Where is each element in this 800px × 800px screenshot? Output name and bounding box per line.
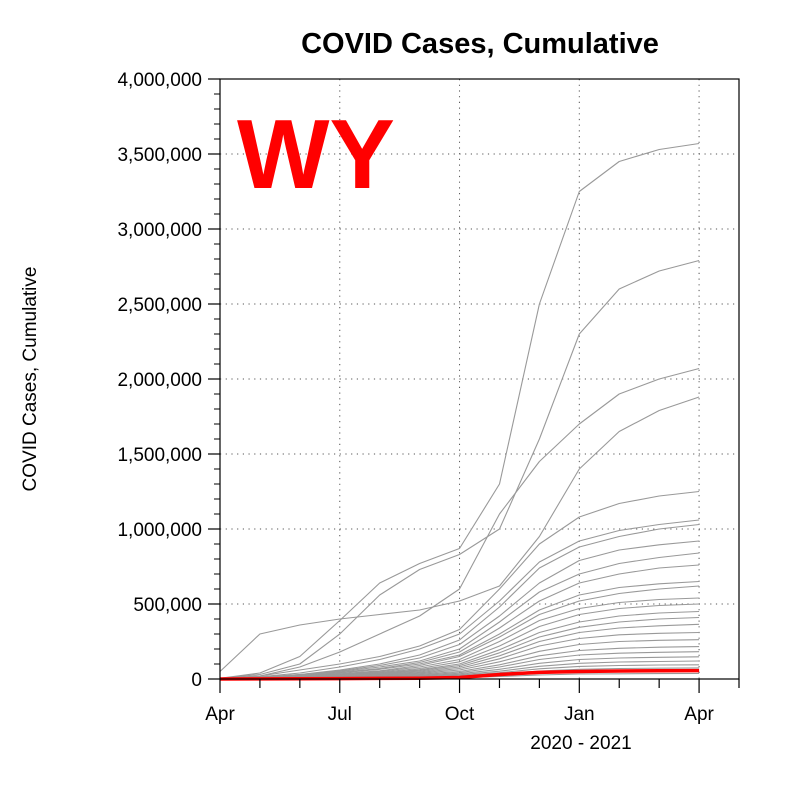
grid <box>220 79 739 679</box>
x-tick-label: Oct <box>445 704 475 725</box>
y-tick-label: 0 <box>191 670 202 691</box>
x-axis-title: 2020 - 2021 <box>530 733 631 754</box>
axes: 0 500,000 1,000,000 1,500,000 2,000,000 2,500… <box>117 70 740 725</box>
x-tick-label: Apr <box>205 704 235 725</box>
x-tick-label: Jul <box>328 704 352 725</box>
y-tick-label: 500,000 <box>133 595 202 616</box>
y-axis-title: COVID Cases, Cumulative <box>20 267 41 492</box>
series-line <box>219 367 700 680</box>
series-line <box>219 142 700 679</box>
y-tick-label: 2,000,000 <box>117 370 202 391</box>
y-tick-label: 2,500,000 <box>117 295 202 316</box>
x-tick-label: Jan <box>564 704 595 725</box>
series-line <box>219 519 700 680</box>
series-line <box>219 540 700 680</box>
y-tick-label: 3,000,000 <box>117 220 202 241</box>
y-tick-label: 4,000,000 <box>117 70 202 91</box>
chart-title: COVID Cases, Cumulative <box>301 28 659 60</box>
series-line <box>219 259 700 679</box>
y-tick-label: 1,000,000 <box>117 520 202 541</box>
y-tick-label: 3,500,000 <box>117 145 202 166</box>
series-line <box>219 490 700 679</box>
x-tick-label: Apr <box>684 704 714 725</box>
series-line <box>219 552 700 680</box>
y-tick-label: 1,500,000 <box>117 445 202 466</box>
series-line <box>219 396 700 672</box>
state-overlay-label: WY <box>237 99 395 209</box>
